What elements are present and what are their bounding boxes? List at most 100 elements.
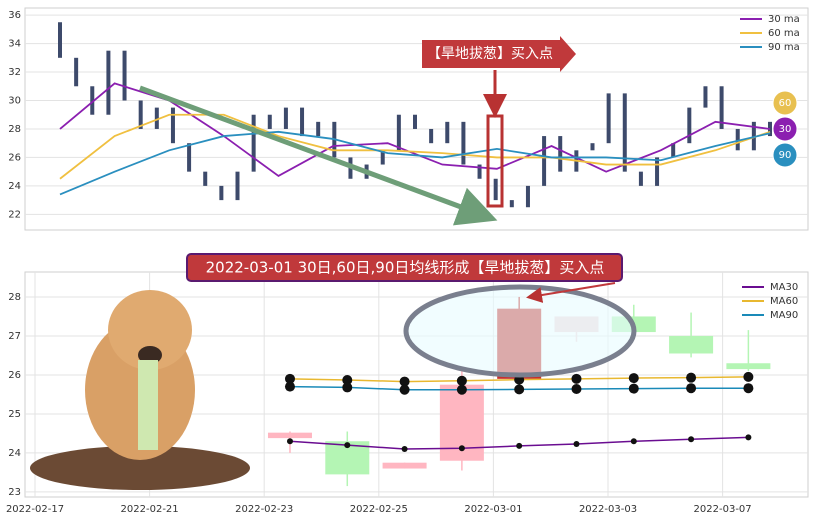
candle-body	[380, 150, 385, 165]
candle-body	[461, 121, 466, 165]
candle-body	[170, 107, 175, 144]
y-tick-label: 26	[8, 370, 21, 381]
candle-body	[671, 143, 676, 158]
candle-body	[235, 171, 240, 201]
ma-point	[516, 442, 523, 449]
candle-body	[687, 107, 692, 144]
dog-illustration	[30, 290, 250, 490]
candle-body	[655, 157, 660, 186]
ma-point	[628, 383, 639, 394]
candle-body	[219, 185, 224, 201]
candle-body	[525, 185, 530, 208]
legend-label: 90 ma	[768, 42, 800, 53]
candle-body	[316, 121, 321, 137]
candle-body	[154, 107, 159, 129]
candle-body	[300, 107, 305, 137]
ma-point	[571, 383, 582, 394]
ma-point	[571, 373, 582, 384]
candle-body	[726, 363, 771, 370]
ma-point	[401, 446, 408, 453]
candle-body	[493, 178, 498, 201]
candle-body	[187, 143, 192, 172]
y-tick-label: 24	[8, 448, 21, 459]
ma-point	[342, 375, 353, 386]
highlight-ellipse	[403, 284, 637, 378]
candle-body	[138, 100, 143, 129]
ma-line	[59, 82, 771, 177]
candle-body	[669, 335, 714, 354]
annotation: 【旱地拔葱】买入点	[427, 46, 553, 62]
ma-point	[286, 438, 293, 445]
ma-point	[630, 438, 637, 445]
candle-body	[203, 171, 208, 186]
y-tick-label: 30	[8, 96, 21, 107]
ma-point	[688, 436, 695, 443]
ma-point	[743, 371, 754, 382]
candle-body	[251, 114, 256, 172]
candle-body	[74, 57, 79, 87]
candle-body	[122, 50, 127, 101]
ma-point	[456, 375, 467, 386]
candle-body	[622, 93, 627, 172]
pointer-arrow	[526, 282, 616, 303]
annotation-box	[422, 36, 576, 72]
candle-body	[638, 171, 643, 186]
ma-point	[573, 440, 580, 447]
ma-point	[686, 383, 697, 394]
candle-body	[703, 86, 708, 108]
ma-point	[456, 384, 467, 395]
y-tick-label: 34	[8, 39, 21, 50]
legend-label: 30 ma	[768, 14, 800, 25]
candle-body	[267, 114, 272, 129]
candle-body	[445, 121, 450, 144]
y-tick-label: 27	[8, 331, 21, 342]
y-tick-label: 25	[8, 409, 21, 420]
y-tick-label: 24	[8, 181, 21, 192]
ma-point	[399, 376, 410, 387]
candle-body	[751, 121, 756, 151]
candle-body	[509, 200, 514, 208]
x-tick-label: 2022-03-07	[694, 504, 752, 515]
banner-box	[186, 253, 623, 282]
legend-label: 60 ma	[768, 28, 800, 39]
ma-point	[284, 373, 295, 384]
x-tick-label: 2022-02-23	[235, 504, 293, 515]
ma-point	[458, 445, 465, 452]
x-tick-label: 2022-02-17	[6, 504, 64, 515]
chart-title: 2022-03-01 30日,60日,90日均线形成【旱地拔葱】买入点	[206, 259, 605, 277]
y-tick-label: 26	[8, 152, 21, 163]
candle-body	[106, 50, 111, 115]
ma-line	[59, 130, 771, 196]
y-tick-label: 22	[8, 209, 21, 220]
trend-arrow	[139, 85, 498, 226]
candle-body	[542, 136, 547, 186]
ma-point	[284, 381, 295, 392]
ma-point	[399, 384, 410, 395]
y-tick-label: 36	[8, 10, 21, 21]
x-tick-label: 2022-03-01	[464, 504, 522, 515]
candle-body	[477, 164, 482, 179]
candle-body	[413, 114, 417, 129]
candle-body	[283, 107, 288, 129]
badge-label: 60	[779, 98, 792, 109]
y-tick-label: 32	[8, 67, 21, 78]
ma-point	[743, 383, 754, 394]
badge-label: 90	[779, 150, 792, 161]
legend-label: MA90	[770, 310, 798, 321]
y-tick-label: 23	[8, 487, 21, 498]
candle-body	[58, 22, 62, 58]
badge	[772, 142, 798, 168]
legend-label: MA60	[770, 296, 798, 307]
candle-body	[719, 86, 724, 129]
candle-body	[396, 114, 401, 151]
badge	[772, 90, 798, 116]
candle-body	[382, 462, 427, 469]
candle-body	[735, 128, 740, 151]
candle-body	[558, 136, 563, 172]
badge	[772, 116, 798, 142]
x-tick-label: 2022-03-03	[579, 504, 637, 515]
badge-label: 30	[779, 124, 792, 135]
candle-body	[267, 432, 312, 439]
ma-point	[344, 442, 351, 449]
